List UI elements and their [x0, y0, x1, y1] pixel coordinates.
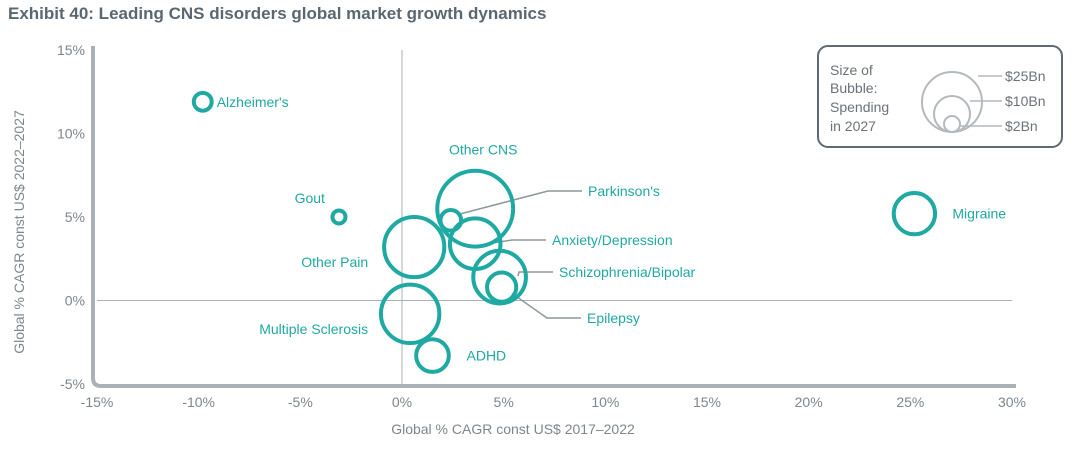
leader-line-schizophrenia-bipolar: [517, 271, 553, 277]
x-tick-label: 0%: [392, 394, 412, 410]
bubble-label-other-pain: Other Pain: [301, 254, 368, 270]
y-axis-label: Global % CAGR const US$ 2022–2027: [11, 110, 27, 354]
bubble-schizophrenia-bipolar: [471, 248, 528, 306]
x-tick-labels: -15% -10% -5% 0% 5% 10% 15% 20% 25% 30%: [81, 394, 1026, 410]
bubble-parkinson-s: [438, 208, 464, 233]
bubble-label-alzheimer-s: Alzheimer's: [217, 94, 289, 110]
chart-title: Exhibit 40: Leading CNS disorders global…: [8, 4, 547, 23]
x-tick-label: 15%: [693, 394, 721, 410]
bubbles: [191, 90, 938, 374]
x-axis-label: Global % CAGR const US$ 2017–2022: [391, 421, 635, 437]
y-tick-label: 15%: [57, 42, 85, 58]
size-legend: Size of Bubble: Spending in 2027 $25Bn $…: [817, 45, 1063, 148]
bubble-other-cns: [435, 168, 516, 249]
bubble-label-other-cns: Other CNS: [449, 142, 517, 158]
legend-box: [817, 45, 1063, 148]
x-tick-label: -5%: [288, 394, 313, 410]
x-tick-label: 25%: [896, 394, 924, 410]
bubble-multiple-sclerosis: [378, 282, 442, 346]
leader-lines: [457, 190, 582, 319]
bubble-label-epilepsy: Epilepsy: [587, 310, 640, 326]
bubble-adhd: [414, 337, 451, 374]
bubble-label-anxiety-depression: Anxiety/Depression: [552, 232, 673, 248]
leader-line-epilepsy: [511, 292, 581, 319]
y-tick-label: 5%: [65, 209, 85, 225]
bubble-label-parkinson-s: Parkinson's: [588, 183, 660, 199]
bubble-label-migraine: Migraine: [952, 206, 1006, 222]
leader-line-parkinson-s: [457, 190, 582, 216]
y-tick-label: -5%: [60, 376, 85, 392]
x-tick-label: 30%: [998, 394, 1026, 410]
legend-entry-10bn: $10Bn: [1005, 93, 1045, 109]
bubble-other-pain: [382, 214, 447, 280]
legend-entry-25bn: $25Bn: [1005, 68, 1045, 84]
legend-title-line-1: Size of: [830, 62, 873, 78]
x-tick-label: 10%: [591, 394, 619, 410]
x-tick-label: 20%: [795, 394, 823, 410]
y-tick-labels: -5% 0% 5% 10% 15%: [57, 42, 85, 392]
bubble-alzheimer-s: [191, 90, 214, 113]
legend-title-line-3: Spending: [830, 99, 889, 115]
bubble-labels: Alzheimer's Gout Other CNS Parkinson's Anxie…: [217, 94, 1007, 364]
legend-circle-small: [943, 115, 961, 133]
plot-frame: [91, 46, 1016, 388]
bubble-gout: [330, 208, 348, 226]
x-tick-label: -10%: [182, 394, 215, 410]
bubble-label-gout: Gout: [295, 190, 325, 206]
x-tick-label: 5%: [494, 394, 514, 410]
bubble-label-schizophrenia-bipolar: Schizophrenia/Bipolar: [559, 264, 696, 280]
legend-title-line-2: Bubble:: [830, 80, 877, 96]
bubble-label-multiple-sclerosis: Multiple Sclerosis: [259, 321, 368, 337]
x-tick-label: -15%: [81, 394, 114, 410]
legend-title-line-4: in 2027: [830, 118, 876, 134]
bubble-label-adhd: ADHD: [467, 348, 507, 364]
bubble-epilepsy: [485, 270, 519, 304]
y-tick-label: 0%: [65, 293, 85, 309]
legend-entry-2bn: $2Bn: [1005, 118, 1038, 134]
y-tick-label: 10%: [57, 126, 85, 142]
bubble-migraine: [891, 191, 938, 237]
